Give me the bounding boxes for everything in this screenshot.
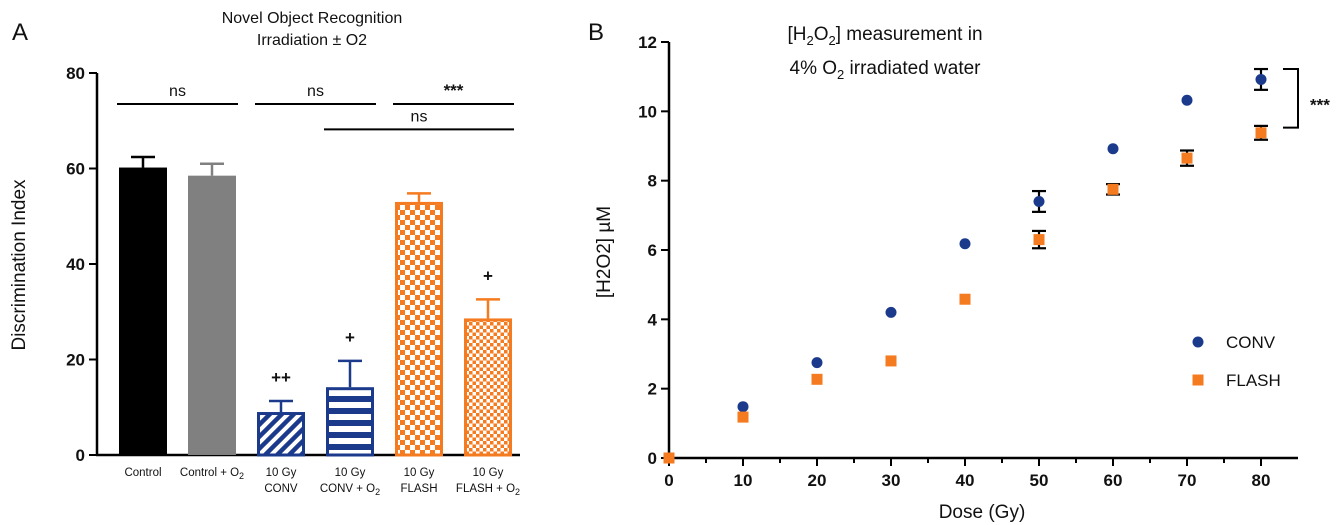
y-tick-label: 40: [66, 255, 85, 274]
data-point-conv: [737, 401, 749, 413]
data-point-flash: [1181, 152, 1193, 164]
bar: [464, 318, 512, 457]
y-tick-label: 10: [638, 102, 657, 121]
legend-marker-conv: [1192, 336, 1204, 348]
x-tick-label: 10: [734, 471, 753, 490]
category-label: 10 Gy: [473, 467, 504, 479]
bar: [188, 175, 236, 455]
category-label: 10 Gy: [266, 467, 297, 479]
panel-b-title-line1: [H2O2] measurement in: [787, 24, 982, 48]
bar: [257, 412, 305, 457]
data-point-conv: [1255, 73, 1267, 85]
y-tick-label: 60: [66, 160, 85, 179]
data-point-flash: [885, 355, 897, 367]
category-label: CONV + O2: [320, 483, 380, 497]
data-point-flash: [1033, 234, 1045, 246]
x-tick-label: 80: [1252, 471, 1271, 490]
data-point-flash: [663, 452, 675, 464]
panel-b-title-line2: 4% O2 irradiated water: [790, 58, 982, 82]
category-label: CONV: [264, 483, 298, 495]
bar: [395, 201, 443, 457]
y-tick-label: 2: [648, 380, 657, 399]
y-tick-label: 80: [66, 64, 85, 83]
bar: [119, 167, 167, 456]
bar-mark-label: ++: [271, 368, 291, 387]
panel-a-title-line2: Irradiation ± O2: [257, 32, 367, 49]
bar: [326, 387, 374, 457]
category-label: FLASH + O2: [456, 483, 520, 497]
legend-label-flash: FLASH: [1226, 371, 1281, 390]
significance-label: ns: [169, 83, 186, 100]
panel-a-plot: 0 20 40 60 80 Control Control + O2 10 Gy CONV 10 …: [66, 64, 520, 497]
y-tick-label: 4: [648, 310, 658, 329]
panel-a-title-line1: Novel Object Recognition: [222, 10, 403, 27]
data-point-flash: [1255, 127, 1267, 139]
category-label: Control: [124, 467, 161, 479]
y-tick-label: 20: [66, 351, 85, 370]
panel-b-plot: 0 2 4 6 8 10 12 0 10 20 30 40 50 60 70 80 *** CONV FLASH: [638, 33, 1330, 490]
y-tick-label: 0: [648, 449, 657, 468]
x-tick-label: 30: [882, 471, 901, 490]
x-tick-label: 0: [664, 471, 673, 490]
legend-marker-flash: [1192, 374, 1204, 386]
data-point-flash: [1107, 183, 1119, 195]
panel-b-y-axis-label: [H2O2] µM: [594, 206, 615, 298]
data-point-conv: [1033, 195, 1045, 207]
significance-label: ***: [1310, 95, 1330, 114]
category-label: FLASH: [400, 483, 437, 495]
y-tick-label: 6: [648, 241, 657, 260]
data-point-conv: [1107, 143, 1119, 155]
panel-a-label: A: [12, 19, 28, 46]
data-point-conv: [1181, 94, 1193, 106]
significance-bracket: [1283, 68, 1299, 129]
panel-a-y-axis-label: Discrimination Index: [9, 179, 30, 351]
data-point-flash: [959, 293, 971, 305]
x-tick-label: 60: [1104, 471, 1123, 490]
y-tick-label: 12: [638, 33, 657, 52]
bar-mark-label: +: [483, 266, 493, 285]
data-point-flash: [737, 411, 749, 423]
x-tick-label: 40: [956, 471, 975, 490]
y-tick-label: 0: [76, 446, 85, 465]
data-point-conv: [959, 238, 971, 250]
y-tick-label: 8: [648, 172, 657, 191]
legend-label-conv: CONV: [1226, 333, 1276, 352]
panel-b-label: B: [588, 19, 604, 46]
data-point-conv: [885, 306, 897, 318]
x-tick-label: 50: [1030, 471, 1049, 490]
category-label: 10 Gy: [404, 467, 435, 479]
data-point-conv: [811, 357, 823, 369]
x-tick-label: 20: [808, 471, 827, 490]
significance-label: ns: [411, 108, 428, 125]
bar-mark-label: +: [345, 328, 355, 347]
category-label: Control + O2: [180, 467, 244, 481]
x-tick-label: 70: [1178, 471, 1197, 490]
significance-label: ***: [444, 81, 464, 100]
category-label: 10 Gy: [335, 467, 366, 479]
panel-b-x-axis-label: Dose (Gy): [939, 502, 1026, 523]
significance-label: ns: [307, 83, 324, 100]
data-point-flash: [811, 373, 823, 385]
